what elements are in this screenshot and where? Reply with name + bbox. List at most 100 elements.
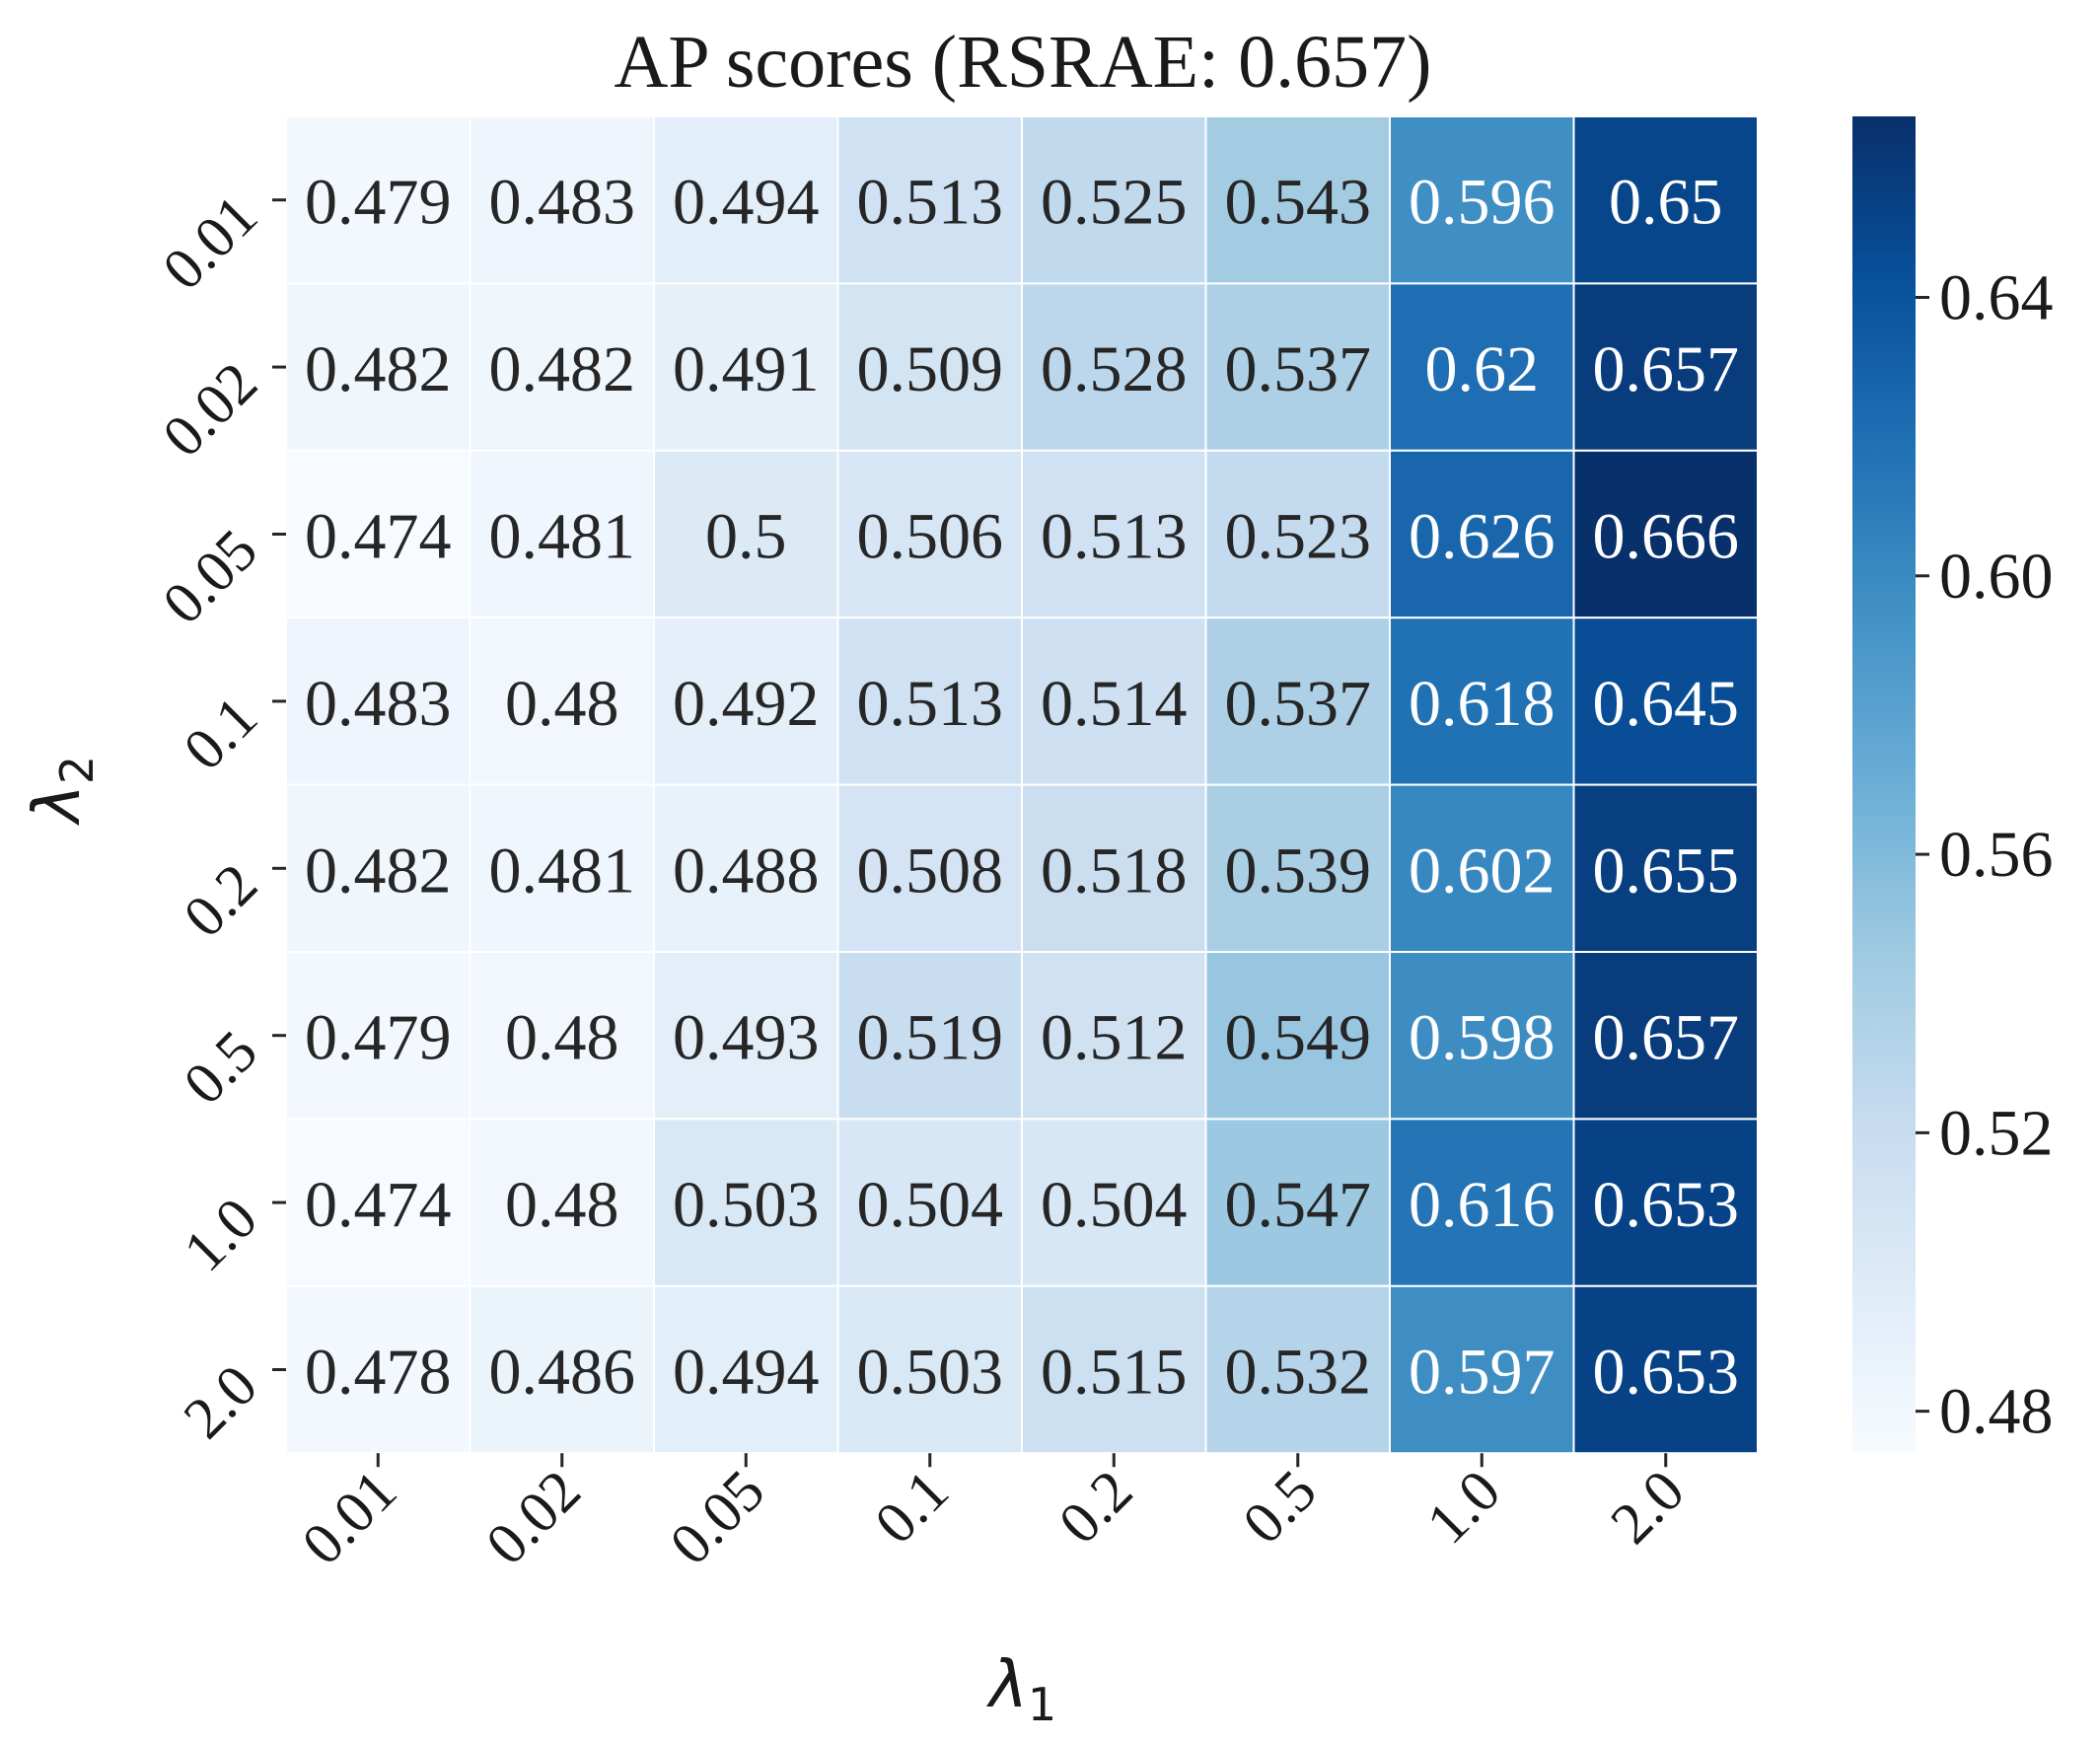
cell-value-label: 0.596	[1409, 167, 1556, 239]
heatmap-cell	[653, 951, 839, 1121]
heatmap-cell	[653, 115, 839, 285]
heatmap-cell	[285, 449, 471, 619]
cell-value-label: 0.532	[1225, 1337, 1372, 1409]
heatmap-cell	[469, 115, 655, 285]
cell-value-label: 0.48	[505, 1002, 619, 1074]
colorbar-tick-label: 0.52	[1939, 1097, 2054, 1169]
heatmap-cell	[1572, 115, 1759, 285]
cell-value-label: 0.481	[489, 501, 636, 573]
cell-value-label: 0.62	[1425, 333, 1540, 405]
cell-value-label: 0.481	[489, 835, 636, 907]
cell-value-label: 0.602	[1409, 835, 1556, 907]
cell-value-label: 0.616	[1409, 1169, 1556, 1241]
cell-value-label: 0.515	[1041, 1337, 1188, 1409]
cell-value-label: 0.48	[505, 668, 619, 740]
cell-value-label: 0.666	[1593, 501, 1740, 573]
x-axis: 0.01 0.02 0.05 0.1 0.2 0.5 1.0 2.0	[290, 1453, 1697, 1577]
y-tick-label: 0.5	[171, 1018, 269, 1117]
y-tick-label: 0.05	[150, 517, 269, 636]
heatmap-cell	[1021, 115, 1207, 285]
heatmap-cell	[1389, 449, 1575, 619]
cell-value-label: 0.537	[1225, 333, 1372, 405]
colorbar-tick-label: 0.64	[1939, 261, 2054, 333]
heatmap-cell	[1572, 449, 1759, 619]
x-tick-label: 0.2	[1047, 1458, 1145, 1557]
heatmap-cell	[1572, 1284, 1759, 1455]
heatmap-cell	[469, 1118, 655, 1287]
cell-value-label: 0.479	[305, 1002, 452, 1074]
heatmap-cell	[1572, 282, 1759, 452]
cell-value-label: 0.514	[1041, 668, 1188, 740]
cell-value-label: 0.474	[305, 1169, 452, 1241]
heatmap-cell	[1021, 449, 1207, 619]
x-axis-label-symbol: λ	[986, 1646, 1028, 1722]
cell-value-label: 0.626	[1409, 501, 1556, 573]
y-tick-label: 0.02	[150, 350, 269, 470]
colorbar-tick-label: 0.60	[1939, 541, 2054, 613]
cell-value-label: 0.655	[1593, 835, 1740, 907]
heatmap-cell	[1021, 783, 1207, 953]
cell-value-label: 0.645	[1593, 668, 1740, 740]
colorbar	[1852, 116, 1916, 1453]
cell-value-label: 0.504	[1041, 1169, 1188, 1241]
x-tick-label: 0.02	[473, 1458, 593, 1577]
x-tick-label: 0.05	[658, 1458, 777, 1577]
cell-value-label: 0.482	[305, 835, 452, 907]
cell-value-label: 0.657	[1593, 1002, 1740, 1074]
cell-value-label: 0.5	[705, 501, 787, 573]
cell-value-label: 0.474	[305, 501, 452, 573]
heatmap-cell	[1204, 449, 1391, 619]
cell-value-label: 0.492	[673, 668, 820, 740]
cell-value-label: 0.537	[1225, 668, 1372, 740]
heatmap-cell	[469, 449, 655, 619]
heatmap-cell	[1021, 617, 1207, 786]
colorbar-tick-label: 0.48	[1939, 1376, 2054, 1448]
cell-value-label: 0.508	[857, 835, 1004, 907]
heatmap-cell	[836, 282, 1023, 452]
y-tick-label: 2.0	[171, 1352, 269, 1451]
cell-value-label: 0.525	[1041, 167, 1188, 239]
cell-value-label: 0.598	[1409, 1002, 1556, 1074]
heatmap-cell	[1021, 282, 1207, 452]
heatmap-cell	[1021, 1118, 1207, 1287]
cell-value-label: 0.653	[1593, 1169, 1740, 1241]
heatmap-cell	[1204, 951, 1391, 1121]
heatmap-cell	[836, 449, 1023, 619]
heatmap-cell	[1572, 1118, 1759, 1287]
y-tick-label: 0.01	[150, 182, 269, 302]
heatmap-cell	[285, 617, 471, 786]
cell-value-label: 0.479	[305, 167, 452, 239]
cell-value-label: 0.549	[1225, 1002, 1372, 1074]
heatmap-cell	[1021, 1284, 1207, 1455]
cell-value-label: 0.478	[305, 1337, 452, 1409]
heatmap-cell	[836, 617, 1023, 786]
heatmap-cell-labels: 0.479 0.483 0.494 0.513 0.525 0.543 0.596 0.65 0…	[305, 167, 1739, 1409]
heatmap-cell	[836, 783, 1023, 953]
cell-value-label: 0.597	[1409, 1337, 1556, 1409]
heatmap-cell	[285, 1118, 471, 1287]
heatmap-cell	[1021, 951, 1207, 1121]
cell-value-label: 0.618	[1409, 668, 1556, 740]
heatmap-cell	[1204, 783, 1391, 953]
heatmap-cell	[469, 282, 655, 452]
heatmap-cell	[1572, 783, 1759, 953]
cell-value-label: 0.512	[1041, 1002, 1188, 1074]
cell-value-label: 0.486	[489, 1337, 636, 1409]
cell-value-label: 0.547	[1225, 1169, 1372, 1241]
x-tick-label: 0.01	[290, 1458, 409, 1577]
x-tick-label: 0.5	[1230, 1458, 1329, 1557]
chart-title: AP scores (RSRAE: 0.657)	[615, 21, 1432, 104]
cell-value-label: 0.48	[505, 1169, 619, 1241]
heatmap-cell	[653, 1284, 839, 1455]
y-axis-label-subscript: 2	[50, 756, 104, 784]
x-tick-label: 1.0	[1414, 1458, 1513, 1557]
y-axis: 0.01 0.02 0.05 0.1 0.2 0.5 1.0 2.0	[150, 182, 286, 1451]
y-tick-label: 1.0	[171, 1186, 269, 1284]
cell-value-label: 0.503	[673, 1169, 820, 1241]
cell-value-label: 0.483	[489, 167, 636, 239]
heatmap-cell	[653, 783, 839, 953]
cell-value-label: 0.65	[1609, 167, 1723, 239]
heatmap-cell	[1204, 115, 1391, 285]
cell-value-label: 0.504	[857, 1169, 1004, 1241]
heatmap-cell	[1204, 282, 1391, 452]
